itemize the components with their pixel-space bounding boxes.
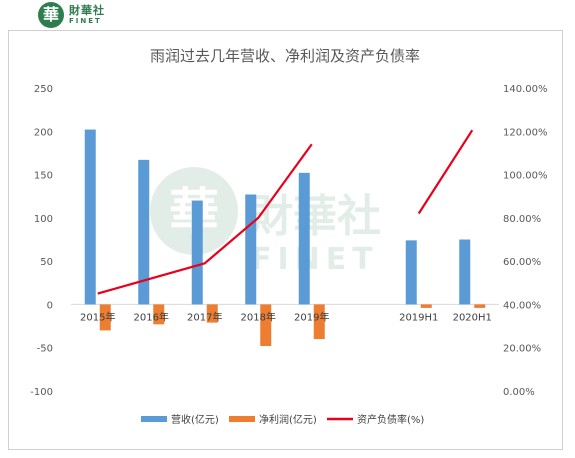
category-label: 2019年 [294, 310, 329, 323]
right-axis-tick-label: 120.00% [503, 127, 548, 138]
category-label: 2015年 [80, 310, 115, 323]
left-axis-tick-label: -100 [30, 387, 53, 398]
right-axis-tick-label: 60.00% [503, 257, 541, 268]
left-axis-tick-label: 150 [34, 171, 53, 182]
right-axis-tick-label: 0.00% [503, 387, 535, 398]
right-axis-tick-label: 80.00% [503, 214, 541, 225]
net-profit-bar [260, 304, 272, 346]
revenue-bar [138, 159, 150, 305]
net-profit-bar [206, 304, 218, 323]
net-profit-bar [313, 304, 325, 340]
category-label: 2017年 [187, 310, 222, 323]
chart-title: 雨润过去几年营收、净利润及资产负债率 [150, 47, 420, 65]
revenue-bar [459, 239, 471, 305]
left-axis-tick-label: -50 [37, 344, 53, 355]
logo-name-en: FINET [69, 16, 102, 25]
legend-item: 资产负债率(%) [327, 413, 424, 426]
legend-item: 净利润(亿元) [229, 413, 317, 426]
net-profit-bar [420, 304, 432, 308]
logo-name-cn: 財華社 [69, 3, 105, 17]
category-label: 2018年 [241, 310, 276, 323]
legend-label: 净利润(亿元) [259, 413, 317, 426]
left-axis-tick-label: 100 [34, 214, 53, 225]
category-label: 2019H1 [399, 312, 438, 323]
revenue-bar [298, 172, 310, 305]
watermark-name-cn: 財華社 [249, 191, 381, 242]
legend-item: 营收(亿元) [141, 413, 219, 426]
revenue-bar [84, 129, 96, 305]
debt-ratio-line [417, 129, 474, 215]
category-label: 2016年 [134, 310, 169, 323]
debt-ratio-line [97, 143, 313, 295]
right-axis-tick-label: 20.00% [503, 344, 541, 355]
category-label: 2020H1 [453, 312, 492, 323]
right-axis-tick-label: 140.00% [503, 84, 548, 95]
finet-logo: 華 財華社 FINET [38, 2, 105, 28]
logo-text: 財華社 FINET [69, 3, 105, 26]
legend-label: 营收(亿元) [171, 413, 219, 426]
net-profit-bar [474, 304, 486, 308]
net-profit-bar [153, 304, 165, 325]
revenue-bar [245, 194, 257, 305]
logo-seal: 華 [38, 2, 64, 28]
legend-swatch [229, 416, 255, 422]
revenue-bar [191, 200, 203, 305]
revenue-bar [405, 240, 417, 305]
net-profit-bar [99, 304, 111, 331]
left-axis-tick-label: 50 [40, 257, 53, 268]
left-axis-tick-label: 0 [47, 300, 53, 311]
legend-swatch [141, 416, 167, 422]
watermark-name-en: FINET [251, 242, 379, 277]
left-axis-tick-label: 250 [34, 84, 53, 95]
right-axis-tick-label: 40.00% [503, 300, 541, 311]
legend-label: 资产负债率(%) [357, 413, 424, 426]
right-axis-tick-label: 100.00% [503, 171, 548, 182]
left-axis-tick-label: 200 [34, 127, 53, 138]
